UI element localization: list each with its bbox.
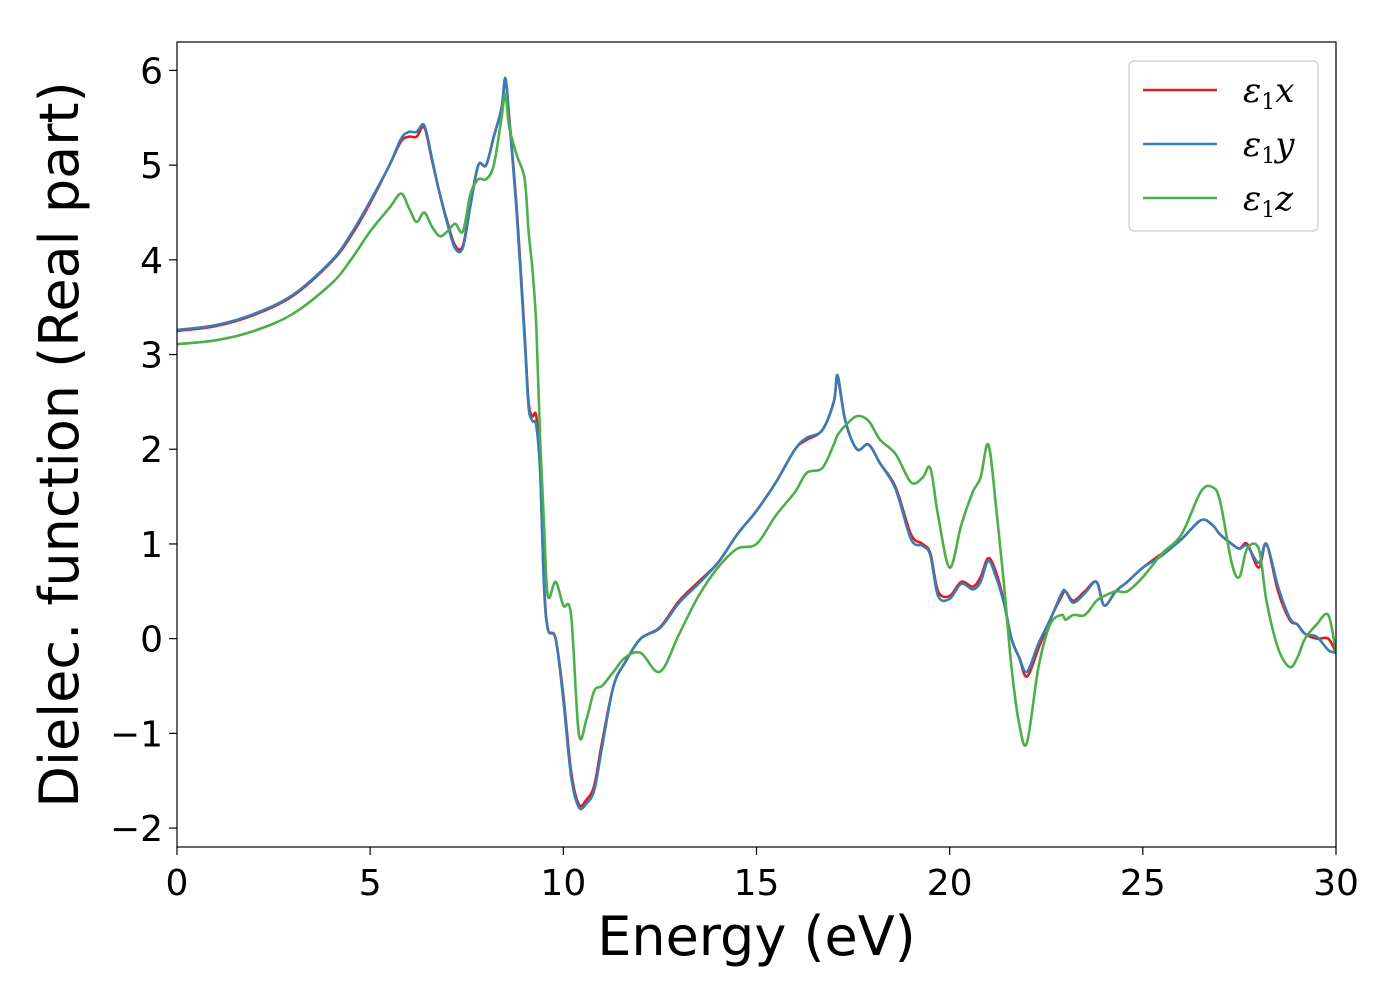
y-axis: −2 −1 0 1 2 3 4 5 6 <box>110 51 177 850</box>
x-tick-label: 15 <box>734 863 780 904</box>
y-tick-label: −2 <box>110 809 163 850</box>
x-axis-title: Energy (eV) <box>597 905 916 968</box>
y-tick-label: 0 <box>140 620 163 661</box>
x-tick-label: 20 <box>927 863 973 904</box>
x-axis: 0 5 10 15 20 25 30 <box>166 847 1359 904</box>
series-line-y <box>177 76 1336 811</box>
legend-box <box>1128 60 1319 232</box>
x-tick-label: 30 <box>1313 863 1359 904</box>
y-tick-label: 5 <box>140 146 163 187</box>
x-tick-label: 5 <box>359 863 382 904</box>
legend-label: ε1x <box>1243 71 1294 115</box>
series-line-z <box>177 92 1336 747</box>
legend-label: ε1y <box>1243 125 1295 169</box>
legend: ε1x ε1y ε1z <box>1128 60 1319 232</box>
y-tick-label: −1 <box>110 714 163 755</box>
y-tick-label: 3 <box>140 336 163 377</box>
legend-label: ε1z <box>1243 179 1294 223</box>
y-tick-label: 1 <box>140 525 163 566</box>
y-tick-label: 2 <box>140 430 163 471</box>
y-tick-label: 6 <box>140 51 163 92</box>
series-layer <box>177 76 1336 811</box>
x-tick-label: 0 <box>166 863 189 904</box>
y-tick-label: 4 <box>140 241 163 282</box>
x-tick-label: 25 <box>1120 863 1166 904</box>
y-axis-title: Dielec. function (Real part) <box>28 81 91 807</box>
x-tick-label: 10 <box>540 863 586 904</box>
